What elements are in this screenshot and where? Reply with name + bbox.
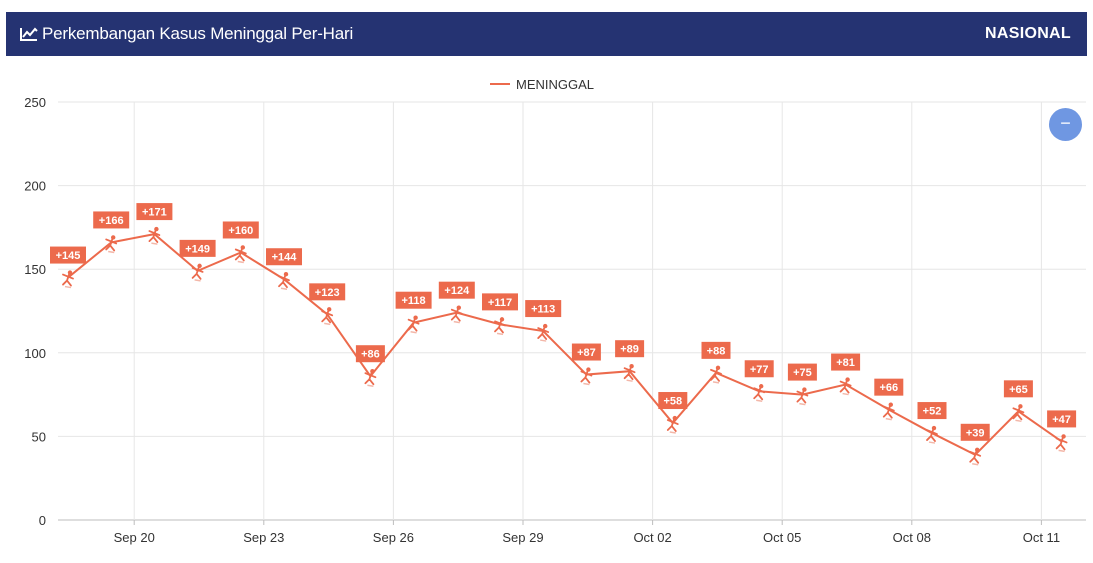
data-label: +58	[663, 396, 682, 408]
data-label: +52	[923, 406, 942, 418]
data-label: +149	[185, 243, 210, 255]
data-label-box	[787, 363, 817, 381]
x-tick-label: Oct 02	[633, 530, 671, 545]
y-tick-label: 250	[24, 95, 46, 110]
x-tick-label: Sep 29	[502, 530, 543, 545]
data-label-box	[615, 340, 645, 358]
data-label-box	[50, 246, 86, 264]
data-label: +81	[836, 357, 855, 369]
data-point[interactable]	[969, 447, 982, 466]
data-label: +123	[315, 287, 340, 299]
data-point[interactable]	[1055, 434, 1068, 453]
data-label: +77	[750, 364, 769, 376]
x-tick-label: Oct 08	[893, 530, 931, 545]
legend-entry[interactable]: MENINGGAL	[516, 77, 594, 92]
x-tick-label: Oct 11	[1023, 530, 1060, 545]
x-tick-label: Sep 20	[114, 530, 155, 545]
page-title: Perkembangan Kasus Meninggal Per-Hari	[42, 24, 354, 43]
data-label: +47	[1052, 414, 1071, 426]
data-label: +87	[577, 347, 596, 359]
data-label: +66	[879, 382, 898, 394]
data-label-box	[960, 423, 990, 441]
y-tick-label: 0	[39, 513, 46, 528]
data-label: +39	[966, 427, 985, 439]
data-point[interactable]	[882, 402, 895, 421]
data-point[interactable]	[839, 377, 852, 396]
data-label: +75	[793, 367, 812, 379]
data-point[interactable]	[105, 235, 118, 254]
data-point[interactable]	[321, 307, 334, 326]
region-scope-label: NASIONAL	[985, 25, 1071, 42]
data-point[interactable]	[796, 387, 809, 406]
data-label-box	[744, 360, 774, 378]
data-label-box	[571, 343, 601, 361]
data-point[interactable]	[666, 415, 679, 434]
data-label-box	[482, 293, 518, 311]
line-chart-icon	[20, 27, 38, 41]
y-tick-label: 150	[24, 262, 46, 277]
data-label-box	[395, 291, 432, 309]
data-label: +145	[56, 250, 81, 262]
data-label: +160	[228, 225, 253, 237]
data-label-box	[701, 341, 731, 359]
chart-header: Perkembangan Kasus Meninggal Per-Hari NA…	[6, 12, 1087, 56]
data-label-box	[179, 239, 216, 257]
data-point[interactable]	[148, 226, 161, 245]
data-label-box	[309, 283, 346, 301]
zoom-out-button[interactable]: −	[1049, 108, 1082, 141]
x-tick-label: Oct 05	[763, 530, 801, 545]
data-label-box	[93, 211, 130, 229]
data-label: +86	[361, 349, 380, 361]
data-label-box	[222, 221, 259, 239]
data-label: +171	[142, 207, 167, 219]
data-point[interactable]	[537, 323, 550, 342]
data-label-box	[438, 281, 475, 299]
data-label: +144	[272, 252, 298, 264]
data-label-box	[1003, 380, 1033, 398]
data-label-box	[136, 203, 173, 221]
data-label-box	[1047, 410, 1077, 428]
deaths-line-chart: 0 50 100 150 200 250 Sep 20 Sep 23 Sep 26 Sep 29 O…	[24, 77, 1086, 545]
data-label-box	[917, 402, 947, 420]
data-point[interactable]	[407, 315, 420, 334]
data-label: +117	[488, 297, 512, 309]
header-title-group: Perkembangan Kasus Meninggal Per-Hari	[20, 12, 353, 56]
y-tick-label: 100	[24, 346, 46, 361]
data-point[interactable]	[710, 365, 722, 384]
minus-icon: −	[1060, 113, 1071, 133]
data-point[interactable]	[494, 317, 506, 336]
series-line-meninggal	[67, 233, 1063, 457]
data-point[interactable]	[753, 384, 766, 402]
data-label: +124	[444, 285, 470, 297]
data-label: +88	[707, 345, 726, 357]
data-label-box	[266, 248, 302, 266]
data-point[interactable]	[234, 245, 247, 264]
data-label: +65	[1009, 384, 1028, 396]
data-point[interactable]	[580, 367, 593, 386]
data-label: +118	[402, 295, 426, 307]
data-point[interactable]	[926, 425, 938, 444]
y-tick-label: 50	[32, 429, 46, 444]
data-label-box	[355, 345, 385, 363]
data-label: +166	[99, 215, 124, 227]
data-point[interactable]	[450, 305, 463, 324]
data-label-box	[658, 392, 688, 410]
data-point[interactable]	[364, 369, 377, 387]
x-tick-label: Sep 23	[243, 530, 284, 545]
data-point[interactable]	[1012, 404, 1025, 423]
data-label-box	[874, 378, 904, 396]
data-point[interactable]	[278, 272, 290, 290]
x-tick-label: Sep 26	[373, 530, 414, 545]
data-label-box	[831, 353, 861, 371]
data-label: +89	[620, 344, 639, 356]
data-label-box	[525, 300, 562, 318]
y-tick-label: 200	[24, 179, 46, 194]
data-point[interactable]	[191, 263, 204, 282]
data-label: +113	[531, 304, 555, 316]
data-point[interactable]	[62, 270, 74, 289]
data-point[interactable]	[623, 363, 636, 382]
